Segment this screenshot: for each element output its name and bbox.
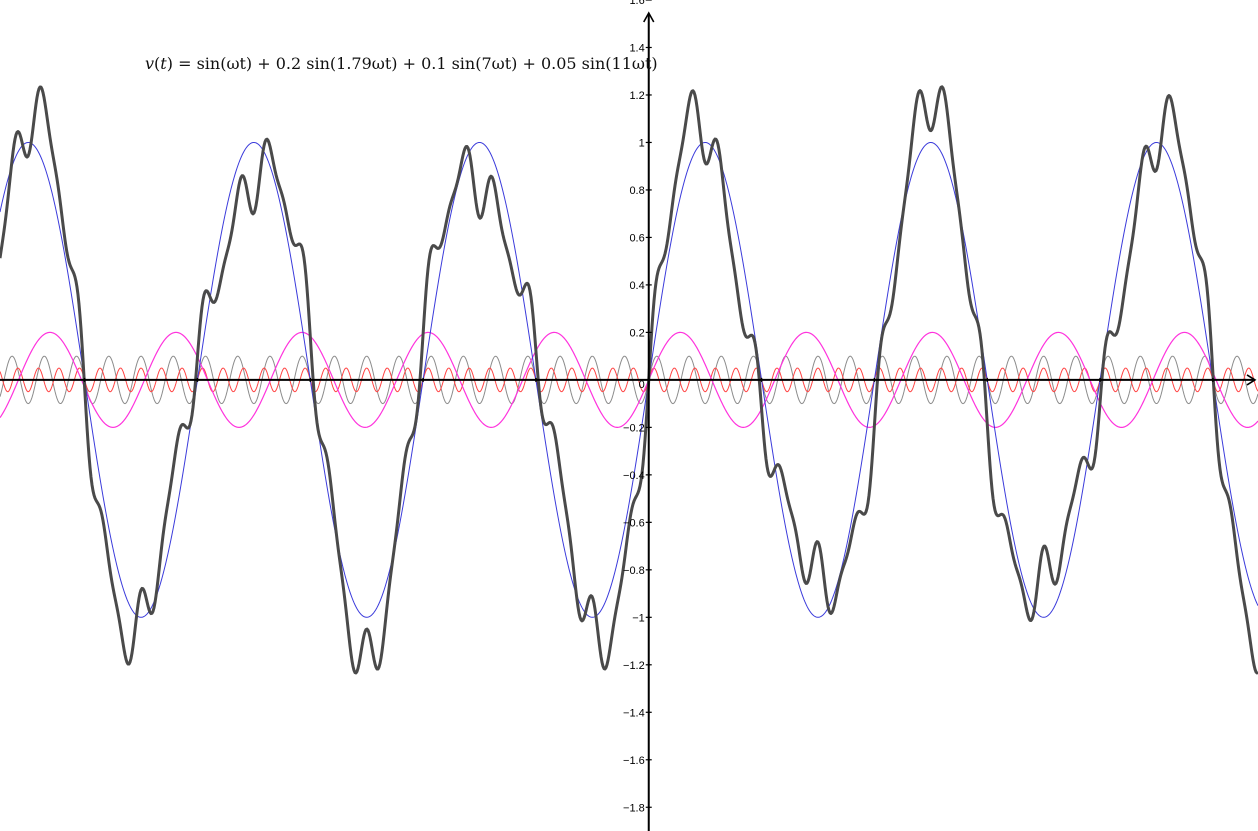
formula-lhs-paren: ( <box>154 54 160 73</box>
y-tick-label: −0.2 <box>623 422 645 434</box>
y-tick-label: 0.2 <box>629 327 644 339</box>
curve-layer <box>0 85 1258 675</box>
x-axis-arrow-icon <box>1246 374 1257 386</box>
y-tick-label: 1 <box>639 137 645 149</box>
y-tick-label: 1.4 <box>629 42 644 54</box>
series-fundamental <box>0 141 1258 618</box>
formula-equals: = <box>173 54 197 73</box>
y-tick-label: −1.8 <box>623 802 645 814</box>
series-sum <box>0 85 1258 675</box>
y-tick-label: −0.6 <box>623 517 645 529</box>
y-tick-label: 0.4 <box>629 280 644 292</box>
series-harmonic-1-79 <box>0 331 1258 428</box>
y-tick-label: −0.4 <box>623 470 645 482</box>
y-tick-label: −1.6 <box>623 755 645 767</box>
y-tick-label: 1.2 <box>629 90 644 102</box>
y-tick-label: −1.2 <box>623 660 645 672</box>
y-tick-label: 1.6 <box>629 0 644 7</box>
series-harmonic-11 <box>0 367 1258 393</box>
y-tick-label: 0.6 <box>629 232 644 244</box>
series-harmonic-7 <box>0 355 1258 405</box>
formula-lhs-v: v <box>145 54 154 73</box>
formula-lhs-t: t <box>160 54 167 73</box>
y-tick-label: 0 <box>639 379 645 391</box>
formula-rhs: sin(ωt) + 0.2 sin(1.79ωt) + 0.1 sin(7ωt)… <box>197 54 658 73</box>
formula-lhs-close: ) <box>167 54 173 73</box>
formula-label: v(t) = sin(ωt) + 0.2 sin(1.79ωt) + 0.1 s… <box>145 54 658 73</box>
y-tick-label: −1.4 <box>623 707 645 719</box>
y-tick-label: −1 <box>632 612 645 624</box>
y-tick-label: 0.8 <box>629 185 644 197</box>
y-tick-label: −0.8 <box>623 565 645 577</box>
y-axis-arrow-icon <box>643 11 655 23</box>
